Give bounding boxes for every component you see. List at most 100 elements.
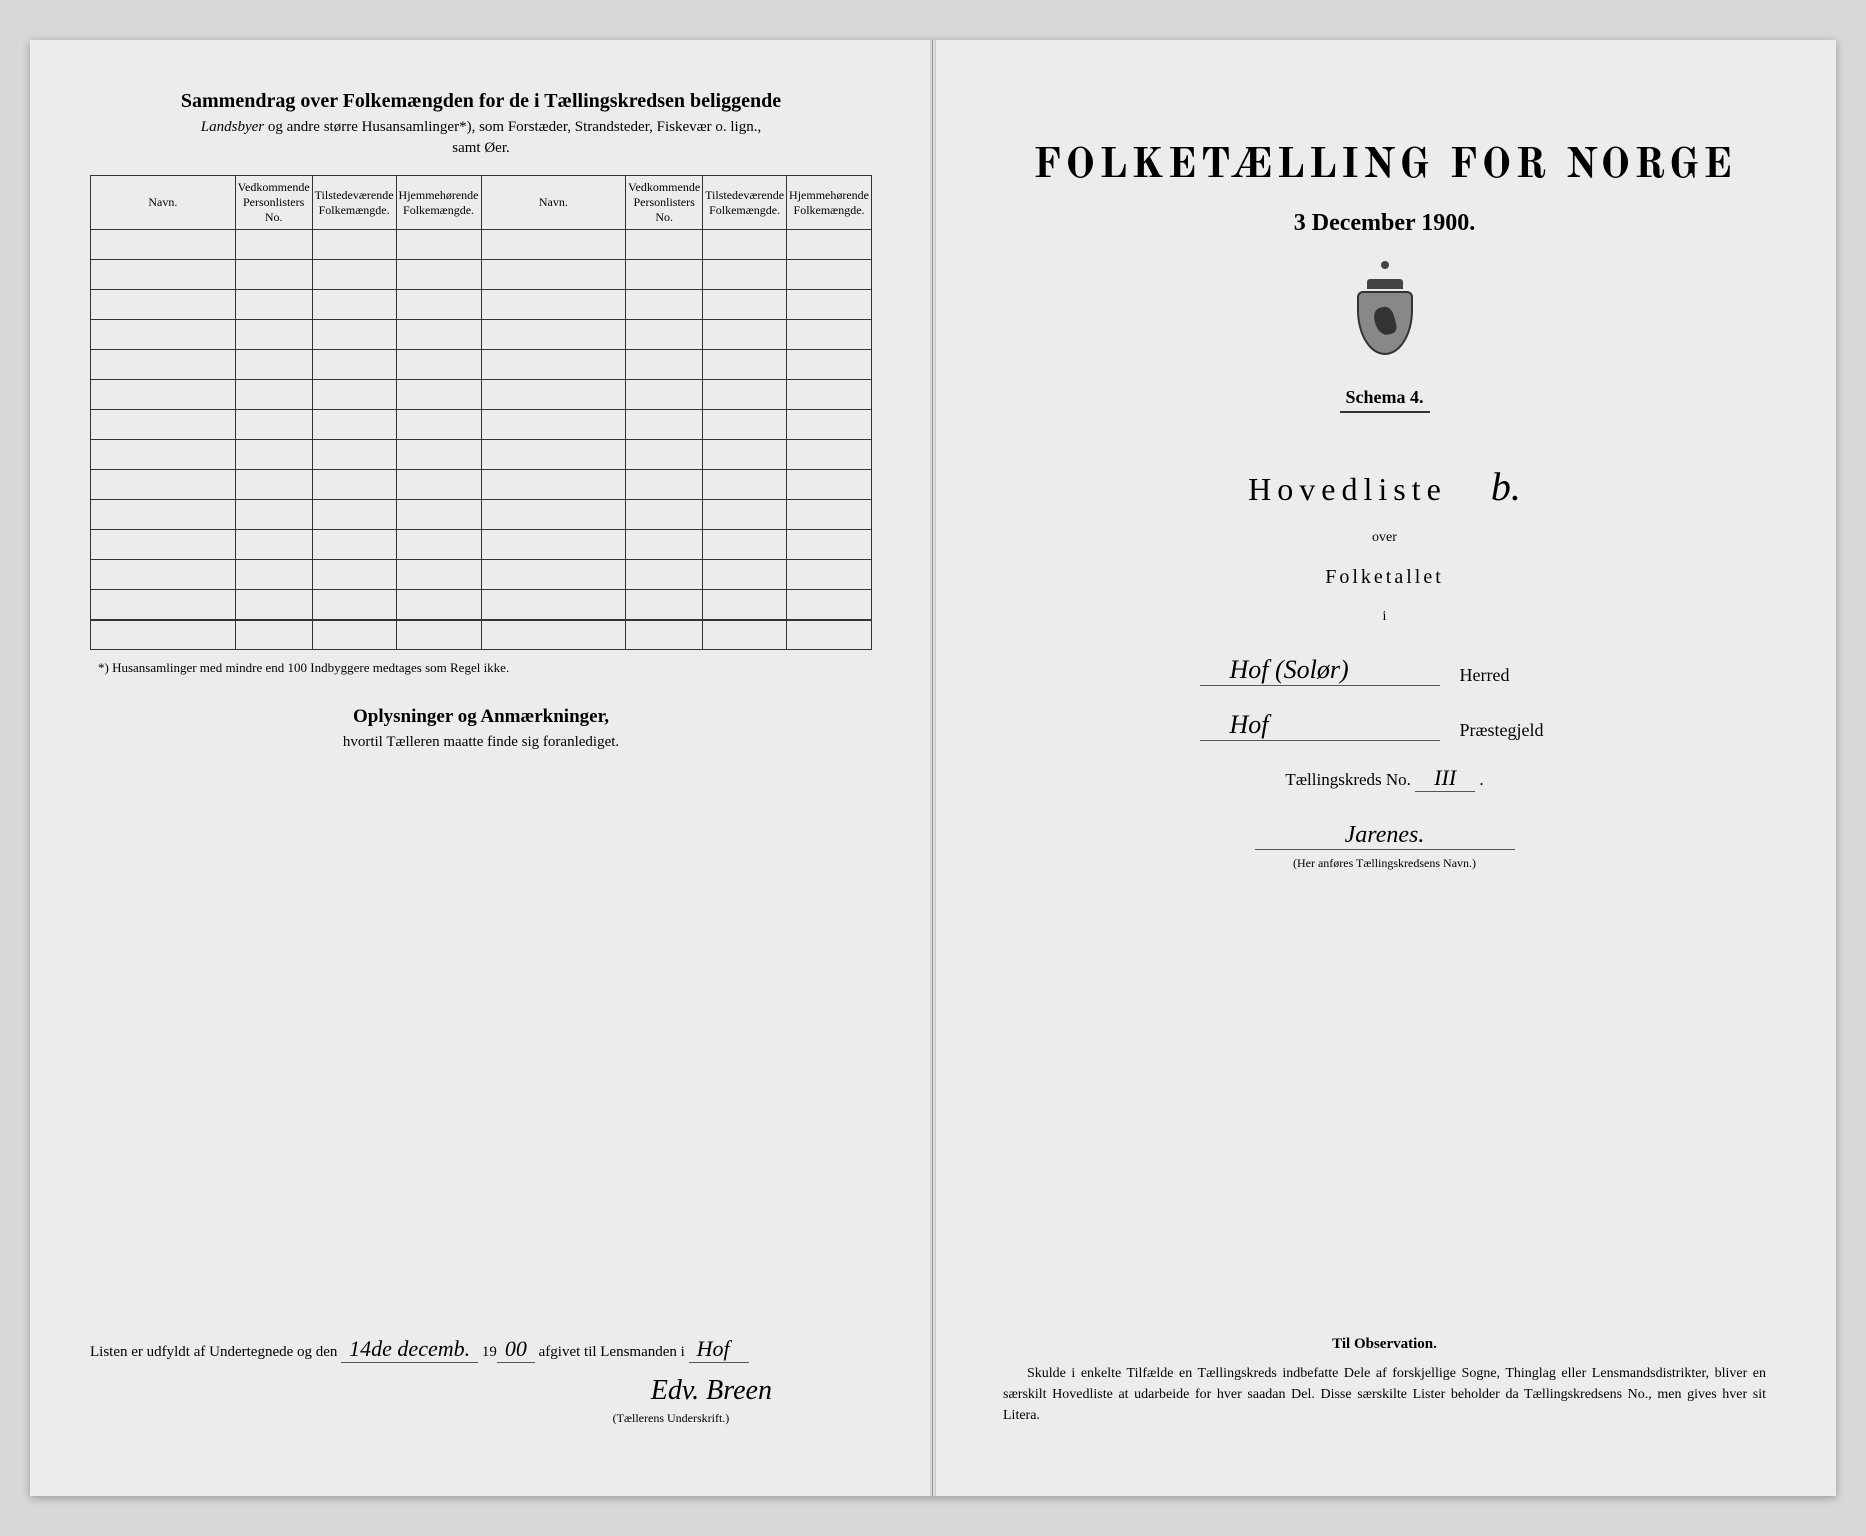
table-cell [703, 380, 787, 410]
table-cell [312, 620, 396, 650]
table-row [91, 530, 872, 560]
sig-text-1: Listen er udfyldt af Undertegnede og den [90, 1344, 337, 1360]
table-cell [787, 290, 872, 320]
table-cell [396, 290, 481, 320]
table-cell [312, 230, 396, 260]
table-cell [481, 320, 626, 350]
table-cell [703, 470, 787, 500]
table-cell [626, 560, 703, 590]
table-cell [787, 260, 872, 290]
sig-year-handwritten: 00 [497, 1336, 535, 1363]
table-cell [703, 590, 787, 620]
table-cell [235, 620, 312, 650]
sig-date-handwritten: 14de decemb. [341, 1336, 478, 1363]
herred-line: Hof (Solør) Herred [993, 655, 1776, 686]
table-cell [481, 230, 626, 260]
col-hjemme-2: Hjemmehørende Folkemængde. [787, 176, 872, 230]
table-cell [235, 380, 312, 410]
table-row [91, 260, 872, 290]
table-cell [396, 410, 481, 440]
table-cell [481, 500, 626, 530]
table-cell [91, 470, 236, 500]
table-cell [703, 350, 787, 380]
over-label: over [993, 530, 1776, 546]
table-cell [235, 290, 312, 320]
table-cell [91, 560, 236, 590]
table-cell [787, 440, 872, 470]
table-cell [235, 350, 312, 380]
left-page: Sammendrag over Folkemængden for de i Tæ… [30, 40, 933, 1496]
table-cell [312, 380, 396, 410]
table-row [91, 500, 872, 530]
kreds-number-line: Tællingskreds No. III . [993, 765, 1776, 792]
table-cell [396, 440, 481, 470]
kreds-number-handwritten: III [1415, 765, 1475, 792]
table-cell [703, 260, 787, 290]
table-cell [396, 380, 481, 410]
table-cell [626, 320, 703, 350]
table-cell [481, 380, 626, 410]
table-cell [626, 590, 703, 620]
table-cell [396, 620, 481, 650]
table-cell [481, 260, 626, 290]
table-cell [703, 620, 787, 650]
left-title: Sammendrag over Folkemængden for de i Tæ… [90, 90, 872, 113]
table-cell [396, 230, 481, 260]
table-cell [787, 350, 872, 380]
table-cell [481, 410, 626, 440]
table-cell [91, 350, 236, 380]
table-cell [787, 590, 872, 620]
kreds-name-handwritten: Jarenes. [1255, 822, 1515, 850]
table-cell [703, 290, 787, 320]
table-row [91, 410, 872, 440]
table-cell [235, 590, 312, 620]
table-cell [396, 350, 481, 380]
table-cell [91, 320, 236, 350]
hovedliste-heading: Hovedliste b. [993, 463, 1776, 510]
table-row [91, 290, 872, 320]
table-cell [787, 620, 872, 650]
table-cell [626, 500, 703, 530]
table-cell [703, 560, 787, 590]
observation-body: Skulde i enkelte Tilfælde en Tællingskre… [1003, 1363, 1766, 1426]
table-cell [396, 320, 481, 350]
left-subtitle-italic: Landsbyer [201, 119, 264, 135]
table-cell [312, 530, 396, 560]
kreds-text: Tællingskreds No. [1285, 770, 1411, 789]
signature-area: Listen er udfyldt af Undertegnede og den… [90, 1336, 872, 1426]
col-navn-1: Navn. [91, 176, 236, 230]
table-cell [396, 260, 481, 290]
i-label: i [993, 609, 1776, 625]
table-cell [396, 590, 481, 620]
table-cell [626, 410, 703, 440]
oplysninger-title: Oplysninger og Anmærkninger, [90, 706, 872, 728]
table-cell [481, 470, 626, 500]
table-cell [91, 290, 236, 320]
table-cell [396, 560, 481, 590]
sig-place-handwritten: Hof [689, 1336, 749, 1363]
table-cell [312, 350, 396, 380]
main-title: FOLKETÆLLING FOR NORGE [993, 140, 1776, 192]
praestegjeld-label: Præstegjeld [1460, 720, 1570, 741]
census-date: 3 December 1900. [993, 210, 1776, 237]
table-cell [626, 620, 703, 650]
table-cell [703, 500, 787, 530]
table-cell [703, 440, 787, 470]
table-row [91, 320, 872, 350]
table-cell [235, 500, 312, 530]
table-cell [235, 260, 312, 290]
table-cell [235, 530, 312, 560]
table-cell [703, 530, 787, 560]
left-subtitle-rest: og andre større Husansamlinger*), som Fo… [264, 119, 761, 135]
coat-of-arms-icon [1350, 267, 1420, 357]
table-cell [91, 410, 236, 440]
book-spine [930, 40, 936, 1496]
table-cell [91, 530, 236, 560]
table-cell [481, 290, 626, 320]
table-cell [396, 470, 481, 500]
col-navn-2: Navn. [481, 176, 626, 230]
table-cell [626, 290, 703, 320]
hovedliste-text: Hovedliste [1248, 471, 1447, 507]
col-tilstede-2: Tilstedeværende Folkemængde. [703, 176, 787, 230]
table-cell [312, 440, 396, 470]
